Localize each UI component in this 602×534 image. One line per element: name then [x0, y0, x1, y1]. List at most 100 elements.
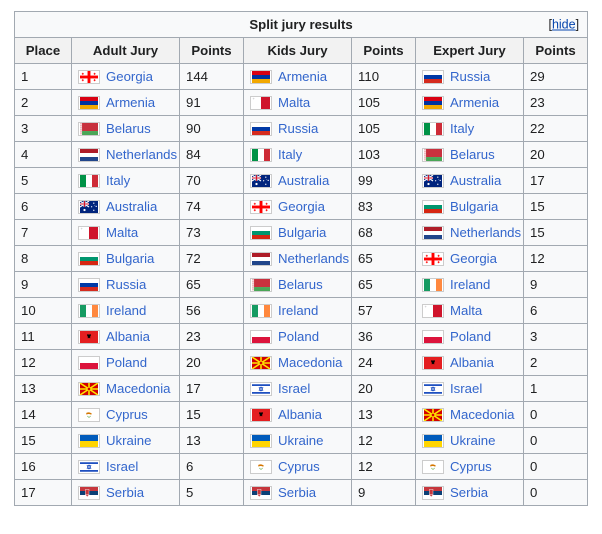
flag-icon-armenia: [422, 95, 444, 110]
country-expert-jury: Macedonia: [422, 406, 517, 423]
country-kids-jury: Russia: [250, 120, 345, 137]
cell-kids-jury-points: 36: [351, 323, 416, 350]
table-row: 1 Georgia 144 Armenia 110 Russia 29: [14, 63, 589, 90]
country-expert-jury: Poland: [422, 328, 517, 345]
cell-kids-jury-country: Malta: [243, 89, 352, 116]
cell-adult-jury-country: Poland: [71, 349, 180, 376]
column-header-place: Place: [14, 37, 72, 64]
cell-kids-jury-country: Bulgaria: [243, 219, 352, 246]
country-link[interactable]: Netherlands: [450, 225, 522, 240]
country-link[interactable]: Serbia: [278, 485, 317, 500]
flag-icon-cyprus: [422, 459, 444, 474]
cell-adult-jury-country: Belarus: [71, 115, 180, 142]
cell-expert-jury-country: Albania: [415, 349, 524, 376]
country-link[interactable]: Belarus: [278, 277, 323, 292]
country-link[interactable]: Ukraine: [450, 433, 496, 448]
country-link[interactable]: Italy: [106, 173, 131, 188]
country-link[interactable]: Israel: [450, 381, 483, 396]
country-link[interactable]: Belarus: [106, 121, 151, 136]
country-expert-jury: Malta: [422, 302, 517, 319]
country-link[interactable]: Macedonia: [106, 381, 171, 396]
table-row: 14 Cyprus 15 Albania 13 Macedonia 0: [14, 401, 589, 428]
column-header-adult-jury: Adult Jury: [71, 37, 180, 64]
country-link[interactable]: Australia: [450, 173, 502, 188]
country-link[interactable]: Albania: [278, 407, 322, 422]
country-expert-jury: Albania: [422, 354, 517, 371]
country-link[interactable]: Cyprus: [106, 407, 148, 422]
table-row: 11 Albania 23 Poland 36 Poland 3: [14, 323, 589, 350]
flag-icon-israel: [78, 459, 100, 474]
split-jury-results-table: Split jury results [hide] Place Adult Ju…: [13, 11, 589, 506]
country-link[interactable]: Cyprus: [450, 459, 492, 474]
cell-adult-jury-points: 6: [179, 453, 244, 480]
cell-kids-jury-points: 12: [351, 427, 416, 454]
bracket-open: [: [548, 17, 552, 31]
country-kids-jury: Netherlands: [250, 250, 349, 267]
cell-adult-jury-points: 74: [179, 193, 244, 220]
country-link[interactable]: Malta: [450, 303, 483, 318]
country-link[interactable]: Russia: [450, 69, 491, 84]
country-link[interactable]: Malta: [106, 225, 139, 240]
country-link[interactable]: Ukraine: [106, 433, 152, 448]
flag-icon-poland: [78, 355, 100, 370]
country-link[interactable]: Poland: [106, 355, 148, 370]
country-link[interactable]: Armenia: [106, 95, 156, 110]
flag-icon-belarus: [250, 277, 272, 292]
country-link[interactable]: Israel: [278, 381, 311, 396]
country-link[interactable]: Russia: [278, 121, 319, 136]
country-link[interactable]: Belarus: [450, 147, 495, 162]
cell-expert-jury-country: Bulgaria: [415, 193, 524, 220]
flag-icon-australia: [78, 199, 100, 214]
cell-kids-jury-country: Cyprus: [243, 453, 352, 480]
cell-place: 7: [14, 219, 72, 246]
country-link[interactable]: Macedonia: [450, 407, 515, 422]
country-link[interactable]: Albania: [450, 355, 494, 370]
country-link[interactable]: Poland: [450, 329, 492, 344]
country-link[interactable]: Georgia: [106, 69, 153, 84]
country-link[interactable]: Netherlands: [106, 147, 178, 162]
country-link[interactable]: Ukraine: [278, 433, 324, 448]
flag-icon-israel: [422, 381, 444, 396]
table-caption-row: Split jury results [hide]: [13, 11, 589, 38]
country-link[interactable]: Ireland: [106, 303, 147, 318]
country-link[interactable]: Cyprus: [278, 459, 320, 474]
country-link[interactable]: Bulgaria: [106, 251, 155, 266]
country-link[interactable]: Bulgaria: [450, 199, 499, 214]
hide-toggle[interactable]: [hide]: [548, 16, 579, 33]
flag-icon-bulgaria: [250, 225, 272, 240]
flag-icon-belarus: [78, 121, 100, 136]
country-link[interactable]: Ireland: [450, 277, 491, 292]
country-link[interactable]: Italy: [278, 147, 303, 162]
cell-adult-jury-points: 70: [179, 167, 244, 194]
cell-place: 16: [14, 453, 72, 480]
cell-expert-jury-points: 0: [522, 453, 589, 480]
country-link[interactable]: Russia: [106, 277, 147, 292]
country-link[interactable]: Serbia: [106, 485, 145, 500]
cell-expert-jury-country: Macedonia: [415, 401, 524, 428]
hide-link[interactable]: hide: [551, 17, 576, 31]
country-link[interactable]: Ireland: [278, 303, 319, 318]
country-link[interactable]: Australia: [106, 199, 158, 214]
country-link[interactable]: Armenia: [450, 95, 500, 110]
flag-icon-ukraine: [78, 433, 100, 448]
country-link[interactable]: Bulgaria: [278, 225, 327, 240]
country-link[interactable]: Poland: [278, 329, 320, 344]
flag-icon-italy: [250, 147, 272, 162]
cell-expert-jury-points: 0: [522, 479, 589, 506]
country-link[interactable]: Malta: [278, 95, 311, 110]
country-link[interactable]: Georgia: [278, 199, 325, 214]
country-link[interactable]: Serbia: [450, 485, 489, 500]
country-link[interactable]: Georgia: [450, 251, 497, 266]
cell-kids-jury-points: 103: [351, 141, 416, 168]
country-link[interactable]: Italy: [450, 121, 475, 136]
cell-expert-jury-points: 3: [522, 323, 589, 350]
country-link[interactable]: Netherlands: [278, 251, 350, 266]
country-kids-jury: Albania: [250, 406, 345, 423]
country-link[interactable]: Albania: [106, 329, 150, 344]
cell-expert-jury-points: 1: [522, 375, 589, 402]
country-link[interactable]: Israel: [106, 459, 139, 474]
country-link[interactable]: Macedonia: [278, 355, 343, 370]
country-link[interactable]: Armenia: [278, 69, 328, 84]
cell-adult-jury-country: Russia: [71, 271, 180, 298]
country-link[interactable]: Australia: [278, 173, 330, 188]
